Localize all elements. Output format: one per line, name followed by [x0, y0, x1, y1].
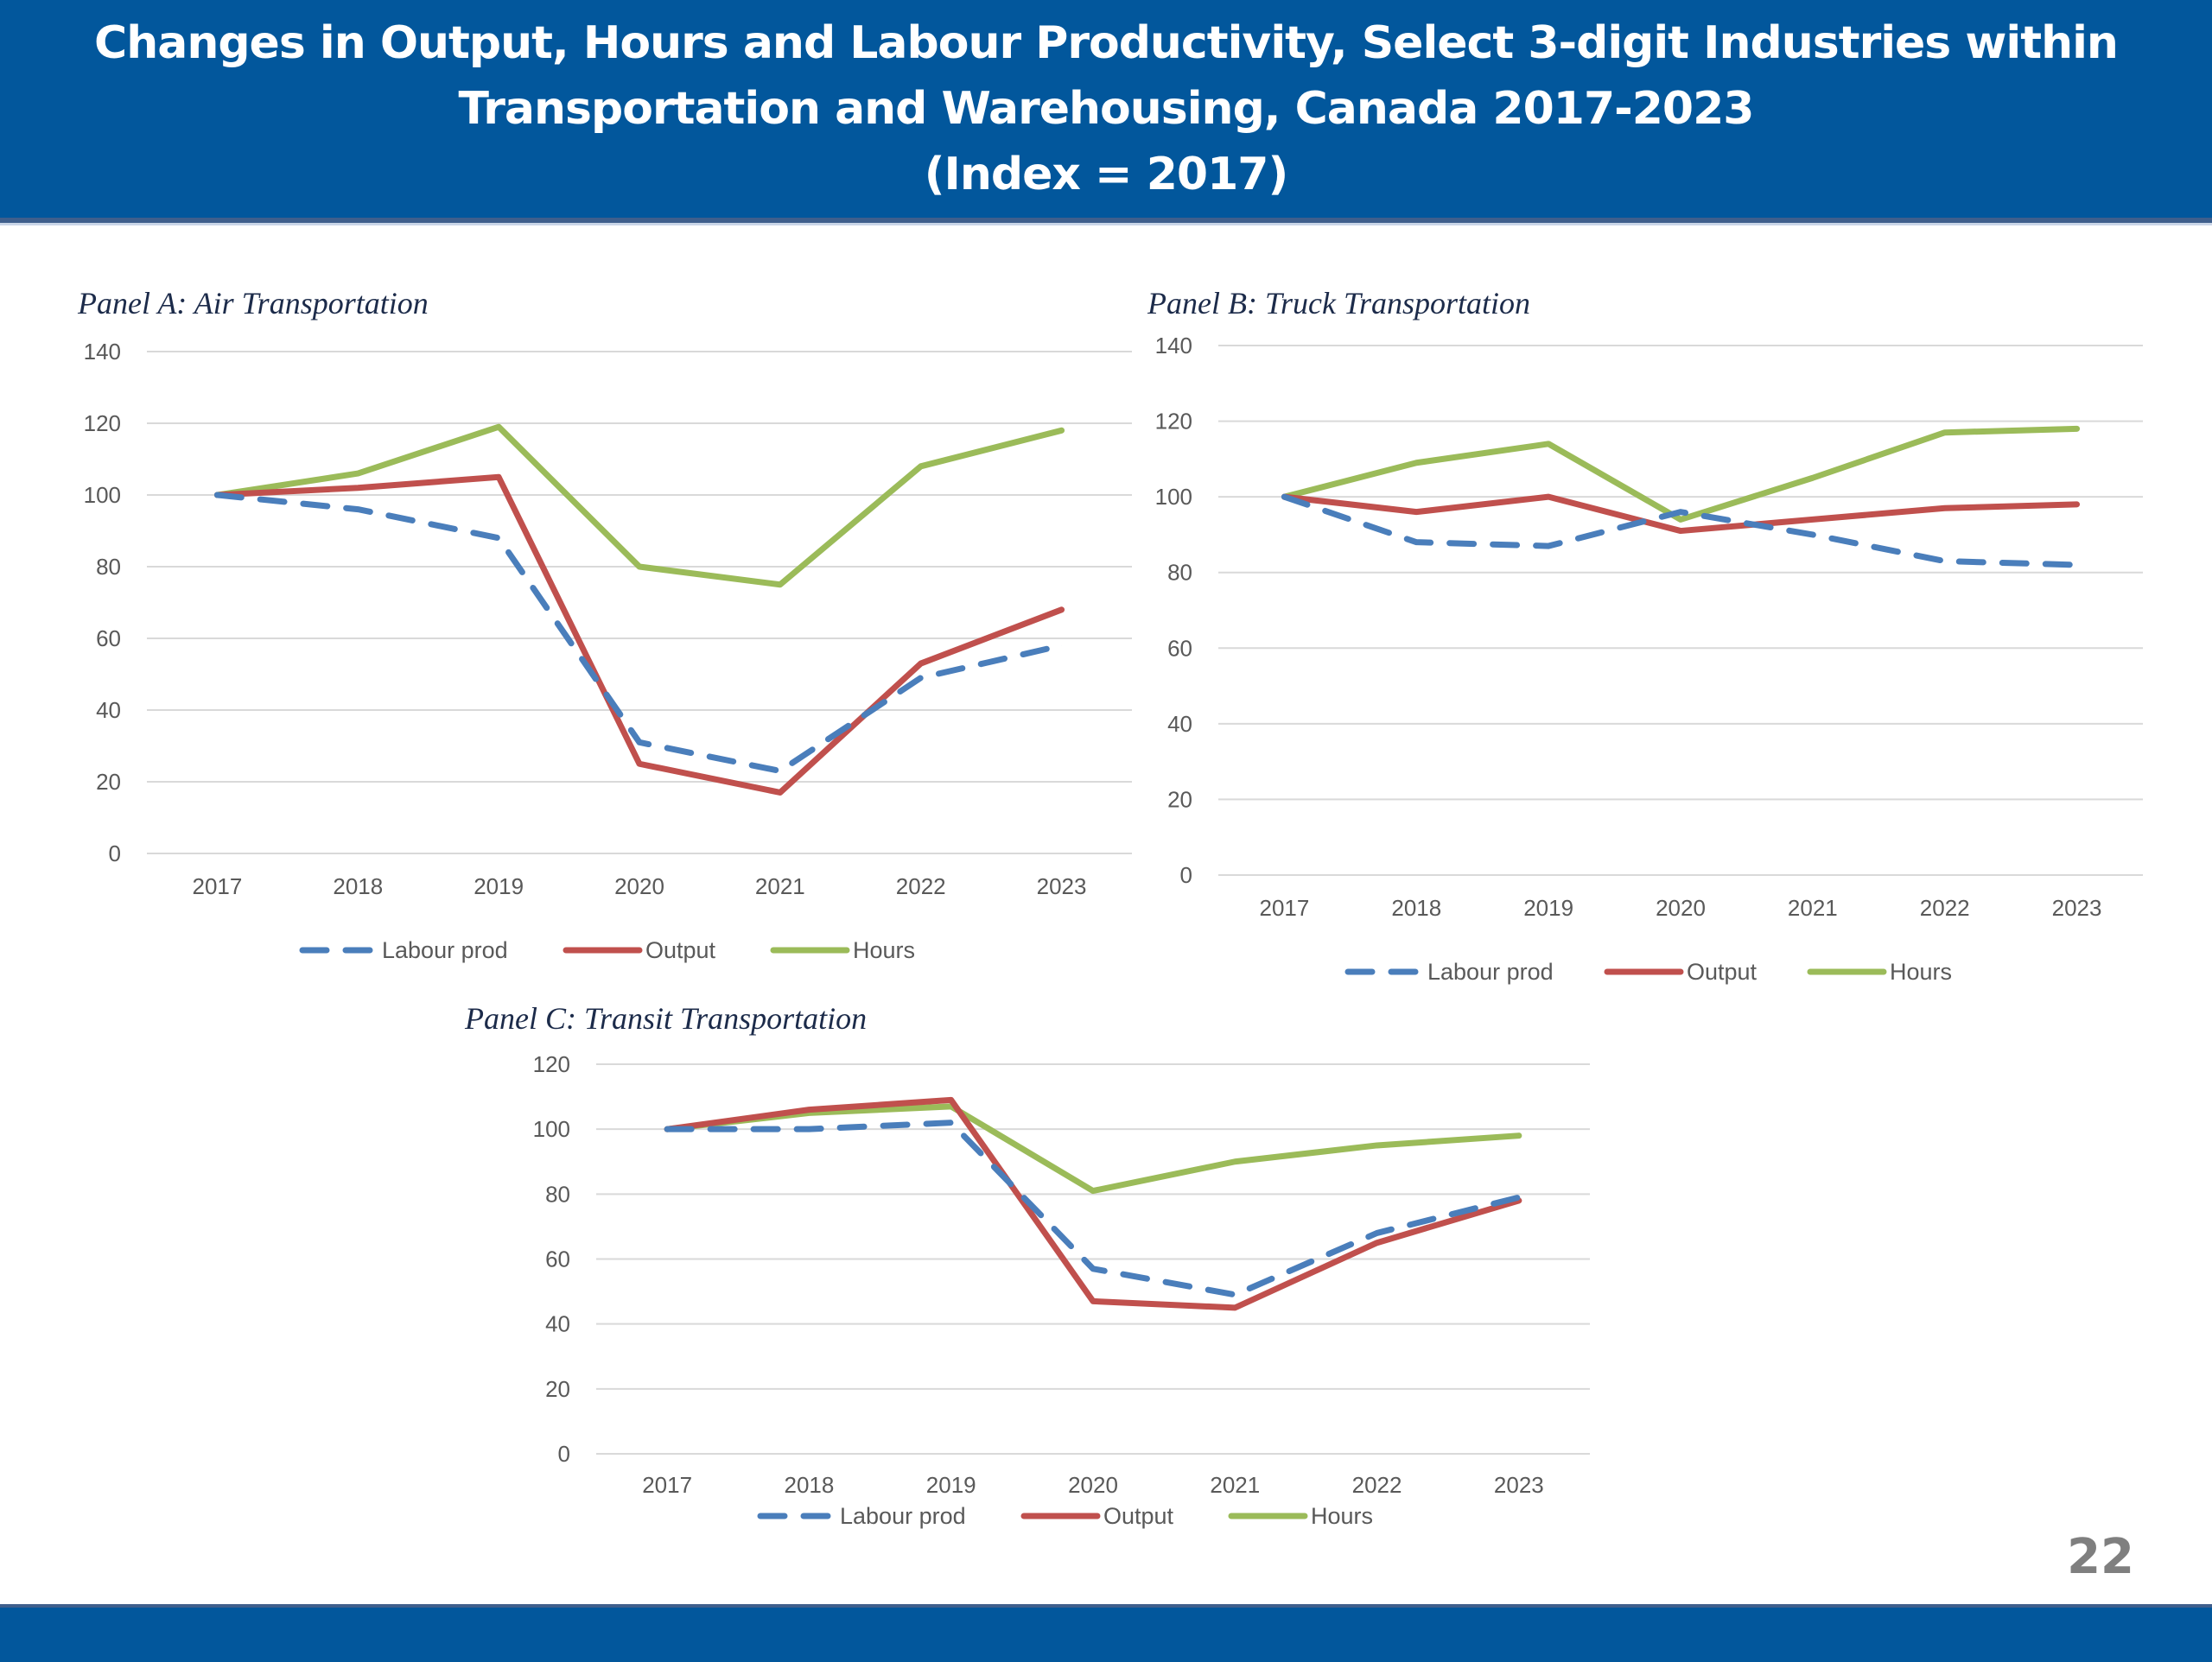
x-tick-label: 2019 [1523, 895, 1573, 921]
y-tick-label: 60 [545, 1246, 570, 1272]
y-tick-label: 60 [1167, 635, 1192, 661]
x-tick-label: 2018 [785, 1472, 835, 1498]
x-tick-label: 2022 [1352, 1472, 1402, 1498]
x-tick-label: 2023 [1037, 873, 1087, 899]
y-tick-label: 40 [1167, 711, 1192, 737]
x-tick-label: 2018 [333, 873, 383, 899]
slide-title-line-3: (Index = 2017) [925, 142, 1287, 207]
x-tick-label: 2020 [1656, 895, 1706, 921]
panel-b-chart: 0 20 40 60 80 100 120 140 2017 2018 2019 2020 2021 20… [1132, 328, 2169, 993]
slide-title-line-1: Changes in Output, Hours and Labour Prod… [94, 10, 2118, 76]
legend-label-output: Output [1103, 1503, 1174, 1529]
x-tick-label: 2022 [1920, 895, 1970, 921]
y-tick-label: 0 [1180, 862, 1192, 888]
y-tick-label: 80 [1167, 560, 1192, 586]
x-tick-label: 2017 [642, 1472, 692, 1498]
y-tick-label: 120 [84, 410, 121, 436]
x-tick-label: 2019 [926, 1472, 976, 1498]
y-tick-label: 0 [558, 1441, 570, 1467]
y-tick-label: 120 [1155, 409, 1192, 435]
panel-b-title: Panel B: Truck Transportation [1147, 285, 1530, 321]
x-tick-label: 2020 [1068, 1472, 1118, 1498]
x-tick-label: 2021 [755, 873, 805, 899]
legend-label-output: Output [645, 937, 716, 963]
y-tick-label: 20 [1167, 786, 1192, 812]
panel-a-title: Panel A: Air Transportation [78, 285, 429, 321]
legend-label-labour-prod: Labour prod [382, 937, 508, 963]
y-tick-label: 140 [1155, 333, 1192, 358]
legend-label-hours: Hours [1311, 1503, 1373, 1529]
series-line-hours [217, 427, 1061, 585]
x-tick-label: 2018 [1391, 895, 1441, 921]
y-tick-label: 0 [109, 841, 121, 866]
slide-header: Changes in Output, Hours and Labour Prod… [0, 0, 2212, 223]
legend-label-labour-prod: Labour prod [1427, 959, 1554, 985]
slide-footer-bar [0, 1604, 2212, 1662]
page-number: 22 [2067, 1529, 2134, 1585]
y-tick-label: 100 [533, 1116, 570, 1142]
legend-label-labour-prod: Labour prod [840, 1503, 966, 1529]
y-tick-label: 20 [96, 769, 121, 795]
y-tick-label: 100 [84, 482, 121, 508]
series-line-hours [667, 1107, 1519, 1191]
x-tick-label: 2019 [474, 873, 524, 899]
y-tick-label: 140 [84, 339, 121, 365]
y-tick-label: 120 [533, 1051, 570, 1077]
slide-title-line-2: Transportation and Warehousing, Canada 2… [459, 76, 1754, 142]
x-tick-label: 2021 [1210, 1472, 1260, 1498]
x-tick-label: 2023 [2052, 895, 2102, 921]
legend-label-hours: Hours [1890, 959, 1952, 985]
x-tick-label: 2021 [1788, 895, 1838, 921]
panel-a-chart: 0 20 40 60 80 100 120 140 2017 2018 2019 2020 2021 20… [52, 333, 1141, 972]
y-tick-label: 20 [545, 1376, 570, 1402]
y-tick-label: 40 [545, 1311, 570, 1337]
y-tick-label: 80 [96, 554, 121, 580]
x-tick-label: 2020 [614, 873, 664, 899]
panel-c-title: Panel C: Transit Transportation [465, 1000, 867, 1037]
x-tick-label: 2017 [193, 873, 243, 899]
legend-label-hours: Hours [853, 937, 915, 963]
x-tick-label: 2017 [1260, 895, 1310, 921]
x-tick-label: 2022 [896, 873, 946, 899]
panel-c-chart: 0 20 40 60 80 100 120 2017 2018 2019 2020 2021 2022 2… [510, 1045, 1599, 1538]
series-line-labour-prod [667, 1123, 1519, 1295]
legend-label-output: Output [1687, 959, 1758, 985]
y-tick-label: 40 [96, 697, 121, 723]
y-tick-label: 80 [545, 1181, 570, 1207]
y-tick-label: 60 [96, 625, 121, 651]
series-line-labour-prod [217, 495, 1061, 771]
y-tick-label: 100 [1155, 484, 1192, 510]
x-tick-label: 2023 [1494, 1472, 1544, 1498]
